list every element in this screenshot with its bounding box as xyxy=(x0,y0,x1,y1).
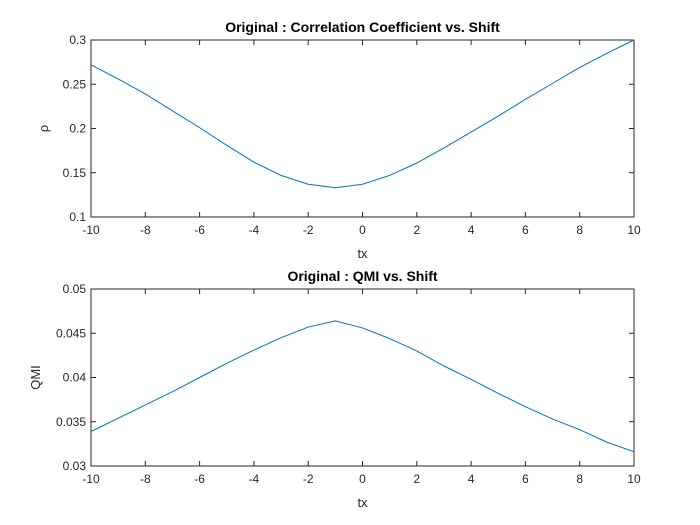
x-tick-label: -4 xyxy=(249,223,260,237)
y-tick-label: 0.15 xyxy=(63,166,87,180)
series-line xyxy=(90,39,635,189)
series-line xyxy=(90,320,635,453)
chart-title: Original : Correlation Coefficient vs. S… xyxy=(225,19,500,35)
y-tick-label: 0.05 xyxy=(63,282,87,296)
y-tick-label: 0.035 xyxy=(56,415,86,429)
x-tick-label: 6 xyxy=(522,472,529,486)
x-tick-label: 0 xyxy=(359,223,366,237)
chart-title: Original : QMI vs. Shift xyxy=(287,268,437,284)
x-tick-label: 10 xyxy=(627,472,641,486)
x-tick-label: -10 xyxy=(82,223,100,237)
x-tick-label: 8 xyxy=(576,223,583,237)
x-tick-label: -6 xyxy=(194,223,205,237)
axes-box xyxy=(90,39,635,218)
x-tick-label: 2 xyxy=(413,223,420,237)
x-tick-label: -2 xyxy=(303,472,314,486)
y-axis-label: ρ xyxy=(36,125,51,132)
x-tick-label: -4 xyxy=(249,472,260,486)
y-tick-label: 0.04 xyxy=(63,371,87,385)
x-tick-label: -6 xyxy=(194,472,205,486)
y-tick-label: 0.1 xyxy=(69,210,86,224)
x-tick-label: -8 xyxy=(140,472,151,486)
x-tick-label: 10 xyxy=(627,223,641,237)
x-tick-label: -2 xyxy=(303,223,314,237)
x-tick-label: 4 xyxy=(468,472,475,486)
x-tick-label: 8 xyxy=(576,472,583,486)
y-tick-label: 0.03 xyxy=(63,459,87,473)
x-axis-label: tx xyxy=(357,495,368,510)
x-tick-label: 0 xyxy=(359,472,366,486)
axes-box xyxy=(90,288,635,467)
y-tick-label: 0.045 xyxy=(56,326,86,340)
x-tick-label: -10 xyxy=(82,472,100,486)
x-axis-label: tx xyxy=(357,246,368,261)
y-tick-label: 0.3 xyxy=(69,33,86,47)
x-tick-label: 2 xyxy=(413,472,420,486)
x-tick-label: 4 xyxy=(468,223,475,237)
x-tick-label: -8 xyxy=(140,223,151,237)
y-tick-label: 0.25 xyxy=(63,77,87,91)
y-tick-label: 0.2 xyxy=(69,122,86,136)
subplot-2: -10 -8 -6 -4 -2 0 2 4 6 8 10 0.03 0.035 0.04 0.045 0.05… xyxy=(28,268,641,510)
x-tick-label: 6 xyxy=(522,223,529,237)
subplot-1: -10 -8 -6 -4 -2 0 2 4 6 8 10 0.1 0.15 0.2 0.25 0.3 Origi… xyxy=(36,19,641,261)
y-axis-label: QMI xyxy=(28,365,43,390)
